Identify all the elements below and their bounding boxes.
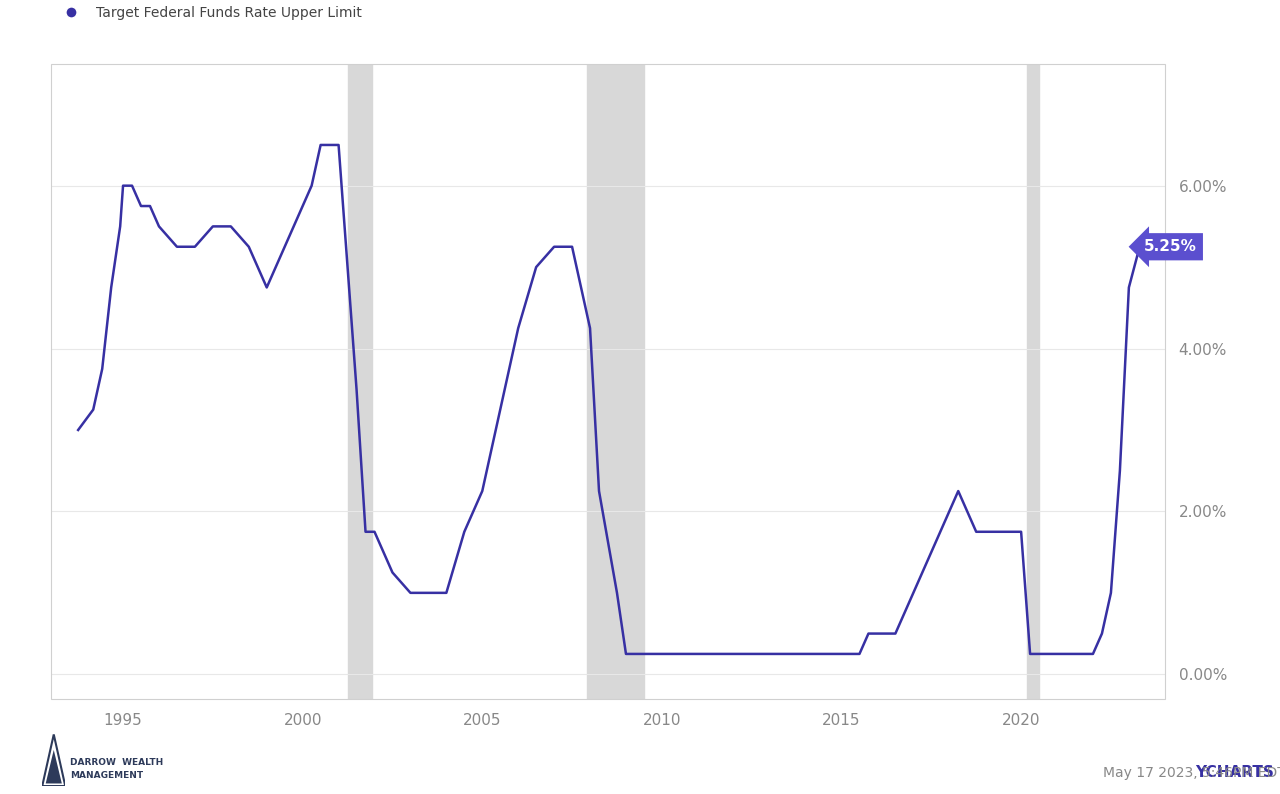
- Text: May 17 2023, 5:46PM EDT. Powered by: May 17 2023, 5:46PM EDT. Powered by: [1103, 765, 1280, 780]
- Bar: [51, 64, 1165, 699]
- Legend: Target Federal Funds Rate Upper Limit: Target Federal Funds Rate Upper Limit: [51, 0, 367, 25]
- Bar: [588, 64, 644, 699]
- Polygon shape: [46, 750, 61, 784]
- Bar: [348, 64, 371, 699]
- Text: 5.25%: 5.25%: [1144, 239, 1197, 254]
- Bar: [1028, 64, 1039, 699]
- Text: DARROW  WEALTH
MANAGEMENT: DARROW WEALTH MANAGEMENT: [70, 758, 164, 780]
- Text: YCHARTS: YCHARTS: [1194, 765, 1274, 780]
